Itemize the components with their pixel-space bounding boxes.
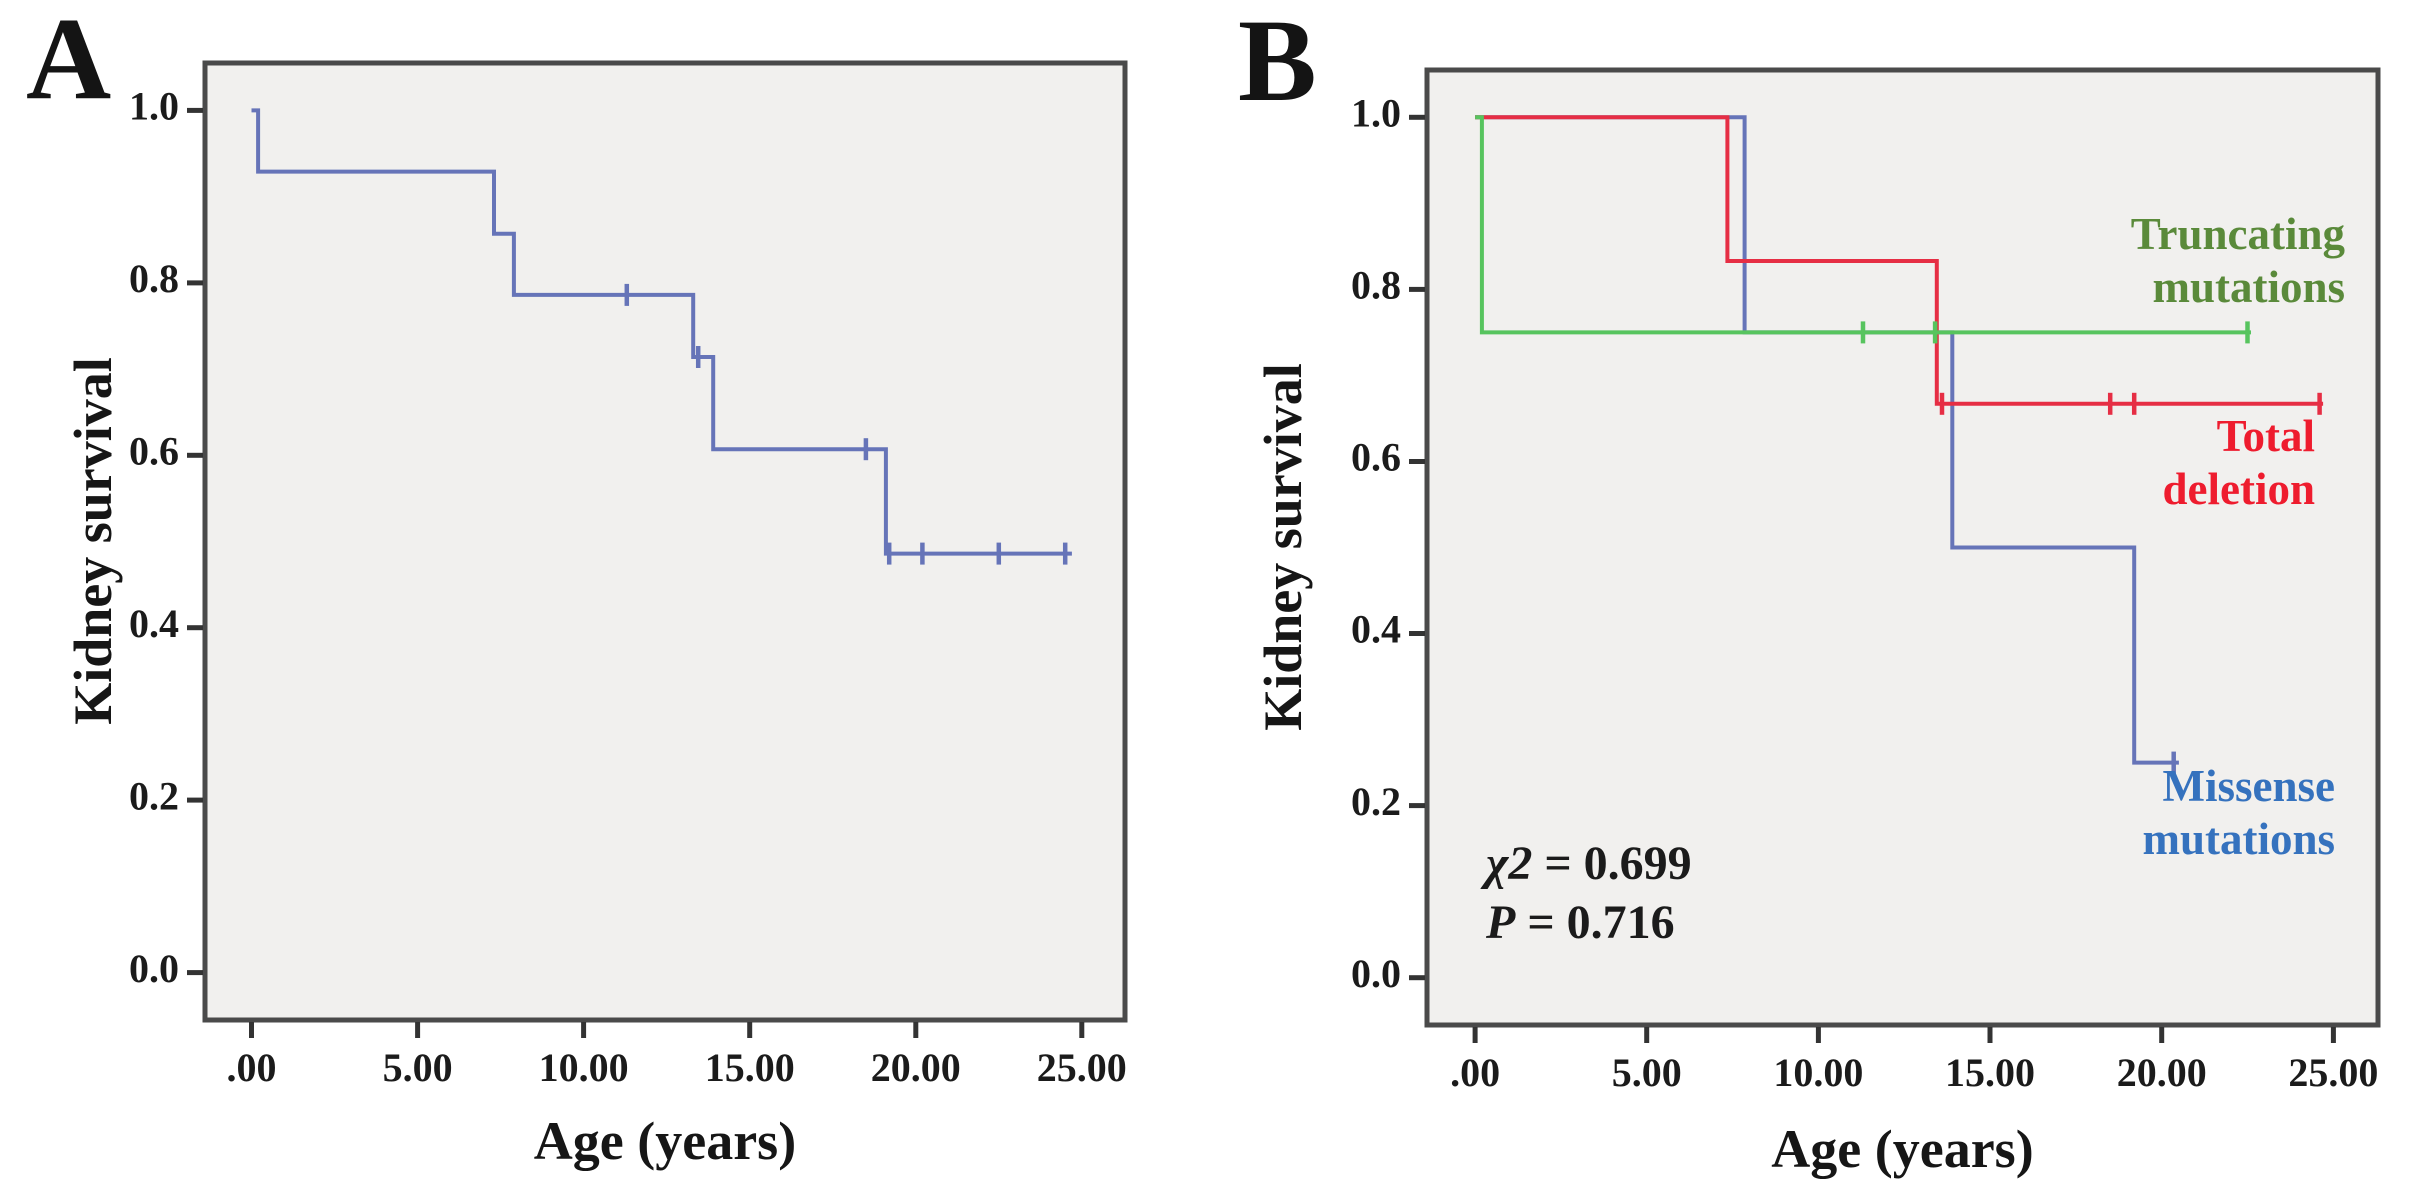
- p-symbol: P: [1486, 896, 1516, 949]
- km-curve-missense-mutations: [1475, 115, 2179, 765]
- truncating-label-line1: Truncating: [2130, 209, 2345, 259]
- x-tick-label: 15.00: [1945, 1050, 2035, 1095]
- missense-label-line2: mutations: [2142, 814, 2335, 864]
- y-tick-label: 0.0: [129, 946, 179, 991]
- x-tick-label: 5.00: [1612, 1050, 1682, 1095]
- statistics-annotation: χ2 = 0.699 P = 0.716: [1486, 834, 1692, 952]
- x-tick-label: 20.00: [2117, 1050, 2207, 1095]
- x-tick-label: .00: [1450, 1050, 1500, 1095]
- p-value-line: P = 0.716: [1486, 893, 1692, 952]
- y-tick-label: 0.6: [1351, 435, 1401, 480]
- chi-square-value: = 0.699: [1532, 837, 1692, 890]
- x-axis-ticks: .00 5.00 10.00 15.00 20.00 25.00: [227, 1022, 1127, 1090]
- x-axis-ticks: .00 5.00 10.00 15.00 20.00 25.00: [1450, 1027, 2378, 1095]
- x-axis-title: Age (years): [1771, 1119, 2034, 1179]
- chi-square-line: χ2 = 0.699: [1486, 834, 1692, 893]
- x-tick-label: .00: [227, 1045, 277, 1090]
- y-tick-label: 0.0: [1351, 951, 1401, 996]
- y-axis-title: Kidney survival: [63, 357, 123, 725]
- panel-a: .00 5.00 10.00 15.00 20.00 25.00 0.0 0.2 0.4 0.6 0…: [26, 0, 1128, 1171]
- truncating-mutations-label: Truncating mutations: [2085, 208, 2345, 314]
- y-tick-label: 0.2: [129, 773, 179, 818]
- y-tick-label: 0.8: [1351, 263, 1401, 308]
- km-curve-kidney-survival: [251, 108, 1072, 556]
- km-plot-b: .00 5.00 10.00 15.00 20.00 25.000.00.20.40.60…: [1351, 67, 2381, 1095]
- km-curve-total-deletion: [1475, 115, 2324, 406]
- x-tick-label: 10.00: [539, 1045, 629, 1090]
- y-tick-label: 0.8: [129, 256, 179, 301]
- km-curve-truncating-mutations: [1475, 115, 2251, 335]
- y-axis-ticks: 0.0 0.2 0.4 0.6 0.8 1.0: [129, 84, 203, 991]
- y-tick-label: 0.6: [129, 428, 179, 473]
- missense-mutations-label: Missense mutations: [2125, 760, 2335, 866]
- plot-area: [1424, 67, 2381, 1028]
- y-tick-label: 0.2: [1351, 779, 1401, 824]
- total-deletion-label-line2: deletion: [2162, 464, 2316, 514]
- x-tick-label: 25.00: [2288, 1050, 2378, 1095]
- plot-area: [202, 60, 1128, 1023]
- y-tick-label: 1.0: [1351, 90, 1401, 135]
- x-tick-label: 20.00: [871, 1045, 961, 1090]
- truncating-label-line2: mutations: [2152, 262, 2345, 312]
- x-tick-label: 10.00: [1773, 1050, 1863, 1095]
- y-tick-label: 1.0: [129, 84, 179, 129]
- panel-b-letter: B: [1238, 0, 1317, 126]
- chi-square-symbol: χ2: [1486, 837, 1533, 890]
- x-tick-label: 15.00: [705, 1045, 795, 1090]
- x-tick-label: 25.00: [1037, 1045, 1127, 1090]
- p-value: = 0.716: [1515, 896, 1675, 949]
- km-plot-a: .00 5.00 10.00 15.00 20.00 25.000.00.20.40.60…: [129, 60, 1128, 1090]
- x-tick-label: 5.00: [383, 1045, 453, 1090]
- x-axis-title: Age (years): [533, 1111, 797, 1171]
- total-deletion-label: Total deletion: [2145, 410, 2316, 516]
- y-axis-title: Kidney survival: [1253, 363, 1313, 731]
- missense-label-line1: Missense: [2162, 761, 2336, 811]
- panel-a-letter: A: [26, 0, 112, 124]
- total-deletion-label-line1: Total: [2216, 411, 2315, 461]
- y-tick-label: 0.4: [1351, 607, 1401, 652]
- panel-b: .00 5.00 10.00 15.00 20.00 25.00 0.0 0.2 0.4 0.6 0…: [1216, 0, 2433, 1203]
- y-tick-label: 0.4: [129, 601, 179, 646]
- y-axis-ticks: 0.0 0.2 0.4 0.6 0.8 1.0: [1351, 90, 1425, 996]
